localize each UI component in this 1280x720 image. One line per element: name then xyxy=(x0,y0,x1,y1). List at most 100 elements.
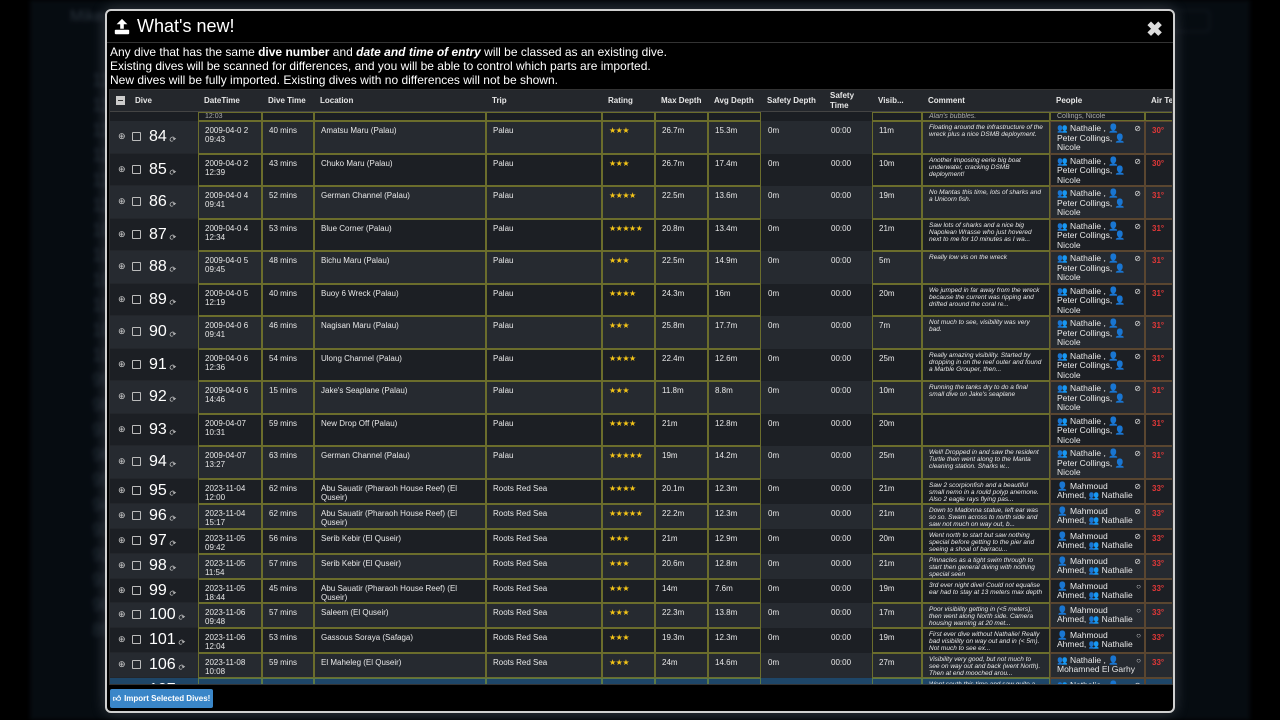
column-max-depth[interactable]: Max Depth xyxy=(655,90,708,112)
select-all-checkbox[interactable] xyxy=(116,95,125,105)
row-select-checkbox[interactable] xyxy=(132,660,141,669)
row-select-checkbox[interactable] xyxy=(132,262,141,272)
column-location[interactable]: Location xyxy=(314,90,486,112)
rating-stars-icon: ★★★ xyxy=(609,533,630,543)
dive-number: 97 xyxy=(149,532,167,549)
expand-icon[interactable]: ⊕ xyxy=(118,535,126,545)
column-air-temp[interactable]: Air Tem xyxy=(1145,90,1172,112)
expand-icon[interactable]: ⊕ xyxy=(118,510,126,520)
expand-icon[interactable]: ⊕ xyxy=(118,423,126,434)
expand-icon[interactable]: ⊕ xyxy=(118,456,126,467)
row-select-checkbox[interactable] xyxy=(132,536,141,545)
table-row[interactable]: ⊕ 95 ⟳ 2023-11-04 12:00 62 mins Abu Sauatir (… xyxy=(110,478,1172,504)
table-row[interactable]: ⊕ 86 ⟳ 2009-04-0 4 09:41 52 mins German Chann… xyxy=(110,186,1172,219)
column-visibility[interactable]: Visib... xyxy=(872,90,922,112)
dive-cell: ⊕ 94 ⟳ xyxy=(110,446,198,479)
rating-cell: ★★★★ xyxy=(602,186,655,219)
column-datetime[interactable]: DateTime xyxy=(198,90,262,112)
expand-icon[interactable]: ⊕ xyxy=(118,560,126,570)
trip-cell: Palau xyxy=(486,381,602,414)
table-row[interactable]: ⊕ 98 ⟳ 2023-11-05 11:54 57 mins Serib Kebir (… xyxy=(110,553,1172,579)
row-select-checkbox[interactable] xyxy=(132,424,141,434)
table-row[interactable]: ⊕ 89 ⟳ 2009-04-0 5 12:19 40 mins Buoy 6 Wreck… xyxy=(110,283,1172,316)
column-dive-time[interactable]: Dive Time xyxy=(262,90,314,112)
expand-icon[interactable]: ⊕ xyxy=(118,293,126,304)
table-row[interactable]: ⊕ 94 ⟳ 2009-04-07 13:27 63 mins German Channe… xyxy=(110,446,1172,479)
row-select-checkbox[interactable] xyxy=(132,610,141,619)
row-select-checkbox[interactable] xyxy=(132,197,141,207)
import-selected-dives-button[interactable]: 👍︎ Import Selected Dives! xyxy=(110,689,213,708)
rating-stars-icon: ★★★★ xyxy=(609,353,636,363)
expand-icon[interactable]: ⊕ xyxy=(118,391,126,402)
sync-icon: ⟳ xyxy=(168,539,176,548)
column-avg-depth[interactable]: Avg Depth xyxy=(708,90,761,112)
column-safety-depth[interactable]: Safety Depth xyxy=(761,90,824,112)
row-select-checkbox[interactable] xyxy=(132,561,141,570)
expand-icon[interactable]: ⊕ xyxy=(118,634,126,644)
expand-icon[interactable]: ⊕ xyxy=(118,163,126,174)
expand-icon[interactable]: ⊕ xyxy=(118,584,126,595)
row-select-checkbox[interactable] xyxy=(132,635,141,644)
row-select-checkbox[interactable] xyxy=(132,511,141,520)
expand-icon[interactable]: ⊕ xyxy=(118,485,126,495)
table-row[interactable]: ⊕ 84 ⟳ 2009-04-0 2 09:43 40 mins Amatsu Maru … xyxy=(110,121,1172,154)
table-row[interactable]: ⊕ 97 ⟳ 2023-11-05 09:42 56 mins Serib Kebir (… xyxy=(110,528,1172,554)
expand-icon[interactable]: ⊕ xyxy=(118,326,126,337)
column-rating[interactable]: Rating xyxy=(602,90,655,112)
comment-cell: Saw 2 scorpionfish and a beautiful small… xyxy=(922,478,1050,504)
table-row[interactable]: ⊕ 91 ⟳ 2009-04-0 6 12:36 54 mins Ulong Channe… xyxy=(110,348,1172,381)
rating-stars-icon: ★★★★ xyxy=(609,191,636,200)
sync-icon: ⟳ xyxy=(177,638,185,647)
dives-table-container[interactable]: Dive DateTime Dive Time Location Trip Ra… xyxy=(109,89,1173,685)
row-select-checkbox[interactable] xyxy=(132,132,141,142)
row-select-checkbox[interactable] xyxy=(132,164,141,174)
column-trip[interactable]: Trip xyxy=(486,90,602,112)
table-row[interactable]: ⊕ 99 ⟳ 2023-11-05 18:44 45 mins Abu Sauatir (… xyxy=(110,578,1172,603)
row-select-checkbox[interactable] xyxy=(132,585,141,595)
row-select-checkbox[interactable] xyxy=(132,229,141,239)
table-row[interactable]: ⊕ 88 ⟳ 2009-04-0 5 09:45 48 mins Bichu Maru (… xyxy=(110,251,1172,284)
close-button[interactable]: ✖ xyxy=(1146,19,1163,41)
table-row[interactable]: ⊕ 90 ⟳ 2009-04-0 6 09:41 46 mins Nagisan Maru… xyxy=(110,316,1172,349)
dive-number: 91 xyxy=(149,355,167,373)
expand-icon[interactable]: ⊕ xyxy=(118,261,126,272)
expand-icon[interactable]: ⊕ xyxy=(118,609,126,619)
row-select-checkbox[interactable] xyxy=(132,359,141,369)
row-select-checkbox[interactable] xyxy=(132,294,141,304)
status-check-icon: ⊘ xyxy=(1134,506,1141,516)
rating-stars-icon: ★★★ xyxy=(609,126,630,135)
trip-cell: Palau xyxy=(486,316,602,349)
rating-cell: ★★★★★ xyxy=(602,446,655,479)
table-row[interactable]: ⊕ 85 ⟳ 2009-04-0 2 12:39 43 mins Chuko Maru (… xyxy=(110,153,1172,186)
trip-cell: Palau xyxy=(486,218,602,251)
table-row[interactable]: ⊕ 96 ⟳ 2023-11-04 15:17 62 mins Abu Sauatir (… xyxy=(110,503,1172,529)
safety-time-cell: 00:00 xyxy=(824,413,872,446)
column-comment[interactable]: Comment xyxy=(922,90,1050,112)
expand-icon[interactable]: ⊕ xyxy=(118,131,126,142)
row-select-checkbox[interactable] xyxy=(132,327,141,337)
table-row[interactable]: ⊕ 92 ⟳ 2009-04-0 6 14:46 15 mins Jake's Seapl… xyxy=(110,381,1172,414)
column-dive[interactable]: Dive xyxy=(110,90,198,112)
max-depth-cell: 22.5m xyxy=(655,251,708,284)
expand-icon[interactable]: ⊕ xyxy=(118,196,126,207)
table-row[interactable]: ⊕ 101 ⟳ 2023-11-06 12:04 53 mins Gassous Sora… xyxy=(110,627,1172,653)
sync-icon: ⟳ xyxy=(168,460,176,470)
column-people[interactable]: People xyxy=(1050,90,1145,112)
row-select-checkbox[interactable] xyxy=(132,486,141,495)
expand-icon[interactable]: ⊕ xyxy=(118,228,126,239)
visibility-cell: 19m xyxy=(872,627,922,653)
column-safety-time[interactable]: Safety Time xyxy=(824,90,872,112)
table-row[interactable]: ⊕ 106 ⟳ 2023-11-08 10:08 59 mins El Maheleg (… xyxy=(110,652,1172,678)
table-row[interactable]: ⊕ 93 ⟳ 2009-04-07 10:31 59 mins New Drop Off … xyxy=(110,413,1172,446)
sync-icon: ⟳ xyxy=(168,564,176,573)
table-row[interactable]: ⊕ 87 ⟳ 2009-04-0 4 12:34 53 mins Blue Corner … xyxy=(110,218,1172,251)
datetime-cell: 2009-04-0 4 12:34 xyxy=(198,218,262,251)
row-select-checkbox[interactable] xyxy=(132,392,141,402)
expand-icon[interactable]: ⊕ xyxy=(118,358,126,369)
row-select-checkbox[interactable] xyxy=(132,457,141,467)
expand-icon[interactable]: ⊕ xyxy=(118,659,126,669)
rating-stars-icon: ★★★ xyxy=(609,256,630,265)
safety-time-cell: 00:00 xyxy=(824,348,872,381)
table-row[interactable]: ⊕ 100 ⟳ 2023-11-06 09:48 57 mins Saleem (El Q… xyxy=(110,602,1172,628)
